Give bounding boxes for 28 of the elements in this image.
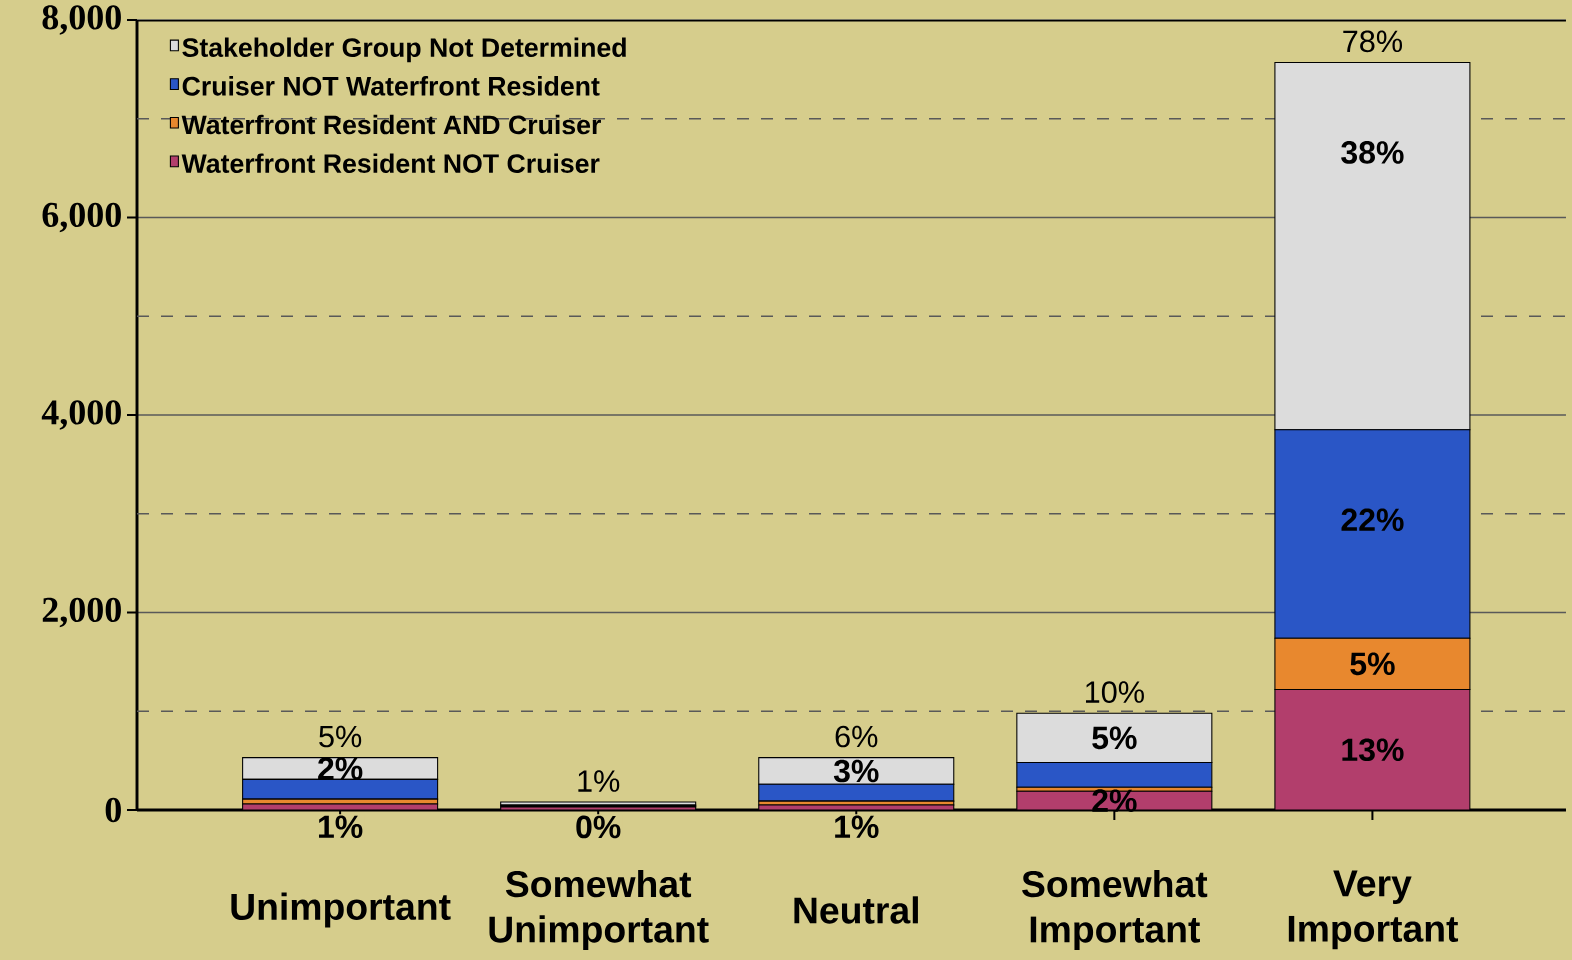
- annotation: 3%: [833, 759, 879, 783]
- y-tick-label: 8,000: [42, 5, 121, 35]
- y-tick-label: 0: [105, 797, 121, 823]
- y-tick-label: 6,000: [42, 202, 121, 233]
- x-tick-label: Somewhat Unimportant: [489, 869, 709, 951]
- annotation: 5%: [1350, 652, 1395, 676]
- legend-label: Stakeholder Group Not Determined: [182, 37, 626, 63]
- legend-label: Waterfront Resident NOT Cruiser: [181, 153, 600, 173]
- annotation: 1%: [835, 815, 879, 839]
- annotation: 5%: [1092, 726, 1137, 750]
- x-tick-label: Very Important: [1288, 870, 1459, 950]
- annotation: 1%: [578, 770, 620, 792]
- legend-label: Cruiser NOT Waterfront Resident: [182, 76, 600, 96]
- annotation: 6%: [835, 725, 878, 748]
- annotation: 5%: [319, 725, 362, 748]
- y-tick-label: 2,000: [42, 597, 121, 628]
- x-tick-label: Neutral: [794, 896, 918, 924]
- x-tick-label: Somewhat Important: [1022, 869, 1208, 951]
- x-tick-label: Unimportant: [231, 892, 451, 928]
- annotation: 13%: [1342, 738, 1404, 762]
- annotation: 38%: [1341, 141, 1404, 164]
- annotation: 78%: [1343, 30, 1403, 53]
- annotation: 1%: [319, 815, 363, 839]
- annotation: 0%: [576, 815, 621, 839]
- annotation: 10%: [1086, 681, 1144, 703]
- annotation: 22%: [1341, 508, 1404, 532]
- y-tick-label: 4,000: [41, 400, 121, 430]
- legend-label: Waterfront Resident AND Cruiser: [181, 114, 601, 135]
